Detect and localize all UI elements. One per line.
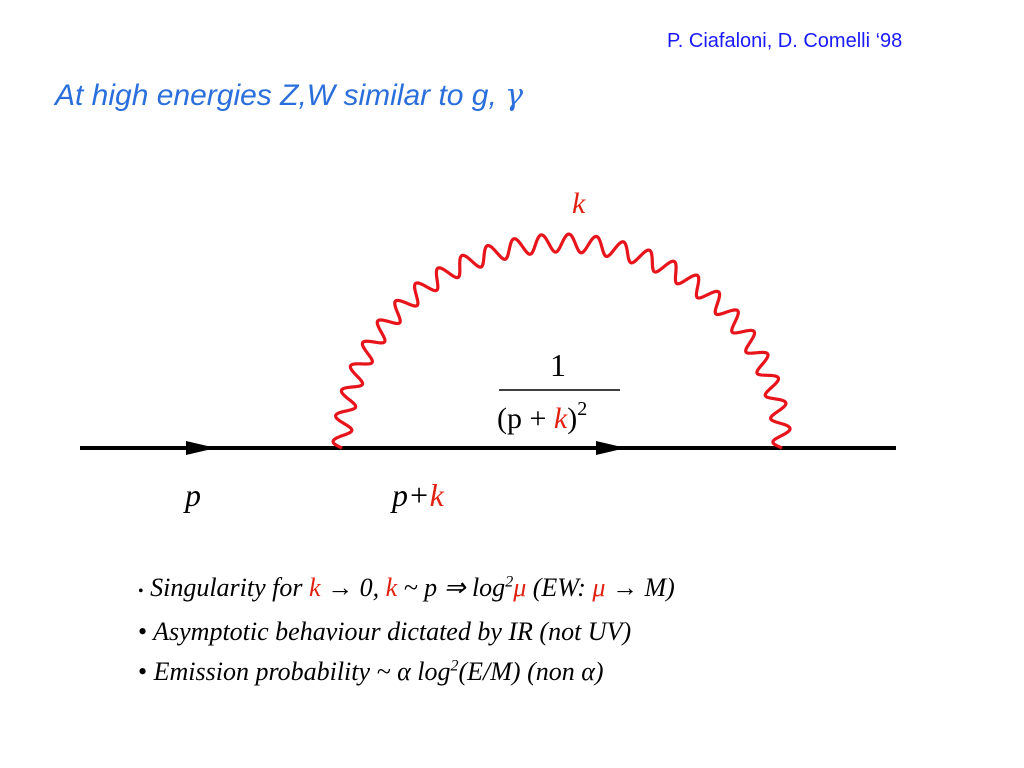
propagator-denominator: (p + k)2 — [497, 398, 587, 435]
b3-sup: 2 — [450, 657, 459, 675]
internal-label-k: k — [430, 477, 445, 513]
b1-sup: 2 — [505, 573, 514, 591]
b1-text-5: → M) — [605, 573, 675, 602]
b3-text-1: Emission probability ~ α log — [147, 657, 451, 686]
b3-text-2: (E/M) (non α) — [458, 657, 604, 686]
slide-title: At high energies Z,W similar to g, γ — [55, 78, 523, 113]
b1-text-3: ~ p ⇒ log — [397, 573, 506, 602]
bullet-dot: • — [138, 583, 144, 600]
gamma-symbol: γ — [505, 78, 524, 113]
boson-wavy-line — [331, 232, 792, 450]
internal-label-p: p+ — [390, 477, 430, 513]
bullet-dot: • — [138, 657, 148, 686]
bullet-dot: • — [138, 617, 148, 646]
propagator-exponent: 2 — [577, 398, 587, 420]
loop-momentum-label: k — [572, 187, 586, 220]
propagator-open: (p + — [497, 402, 554, 435]
b1-text-1: Singularity for — [150, 573, 310, 602]
propagator-k: k — [554, 402, 568, 435]
bullet-emission: • Emission probability ~ α log2(E/M) (no… — [138, 652, 675, 692]
b1-k-2: k — [385, 573, 398, 602]
bullet-list: • Singularity for k → 0, k ~ p ⇒ log2μ (… — [138, 568, 675, 692]
bullet-asymptotic: • Asymptotic behaviour dictated by IR (n… — [138, 612, 675, 652]
b1-text-2: → 0, — [320, 573, 386, 602]
incoming-arrow — [186, 441, 216, 455]
b1-mu-1: μ — [513, 573, 527, 602]
b2-text: Asymptotic behaviour dictated by IR (not… — [147, 617, 632, 646]
b1-mu-2: μ — [592, 573, 606, 602]
propagator-numerator: 1 — [550, 347, 566, 383]
bullet-singularity: • Singularity for k → 0, k ~ p ⇒ log2μ (… — [138, 568, 675, 612]
incoming-momentum-label: p — [183, 477, 201, 513]
slide-title-text: At high energies Z,W similar to g, — [55, 79, 506, 112]
citation: P. Ciafaloni, D. Comelli ‘98 — [667, 30, 903, 52]
b1-text-4: (EW: — [526, 573, 593, 602]
b1-k-1: k — [309, 573, 321, 602]
internal-arrow — [596, 441, 626, 455]
propagator-close: ) — [567, 402, 577, 435]
internal-momentum-label: p+k — [390, 477, 445, 513]
